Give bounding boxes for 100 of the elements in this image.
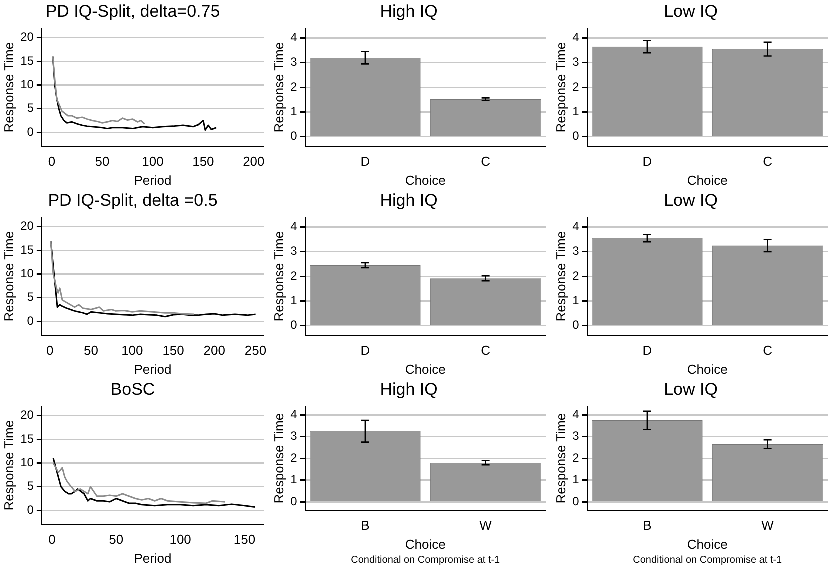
y-tick-label: 20 [20, 408, 34, 422]
chart-title: PD IQ-Split, delta =0.5 [48, 190, 218, 210]
y-tick-label: 5 [27, 101, 34, 116]
x-axis-title: Choice [687, 536, 728, 552]
y-axis-title: Response Time [271, 413, 286, 504]
x-tick-label: 0 [48, 532, 56, 548]
x-tick-label: C [763, 154, 773, 170]
y-tick-label: 1 [290, 472, 298, 487]
chart-title: Low IQ [664, 190, 718, 210]
y-tick-label: 2 [290, 80, 298, 94]
y-tick-label: 1 [572, 104, 580, 119]
x-tick-label: 150 [234, 532, 256, 548]
chart-title: PD IQ-Split, delta=0.75 [46, 2, 220, 21]
chart-title: Low IQ [664, 380, 718, 399]
y-tick-label: 4 [290, 220, 298, 234]
y-tick-label: 2 [572, 450, 580, 465]
y-tick-label: 10 [20, 266, 34, 281]
y-tick-label: 5 [27, 290, 34, 304]
y-tick-label: 0 [572, 318, 580, 332]
x-tick-label: W [480, 518, 493, 534]
y-tick-label: 4 [290, 407, 298, 422]
x-tick-label: 0 [46, 343, 54, 358]
y-tick-label: 0 [27, 314, 34, 328]
x-tick-label: 150 [162, 343, 184, 358]
x-tick-label: 150 [192, 154, 214, 170]
y-tick-label: 3 [572, 429, 580, 444]
x-tick-label: 100 [122, 343, 144, 358]
x-axis-title: Choice [687, 362, 728, 377]
y-tick-label: 20 [20, 30, 34, 44]
text: Conditional on Compromise at t-1 [633, 554, 783, 566]
x-axis-title: Choice [405, 362, 446, 377]
y-tick-label: 3 [572, 55, 580, 70]
x-tick-label: 50 [109, 532, 124, 548]
x-tick-label: B [361, 518, 370, 534]
x-axis-title: Period [134, 362, 172, 377]
y-axis-title: Response Time [1, 420, 16, 511]
y-tick-label: 4 [290, 30, 298, 45]
x-axis-title: Period [134, 550, 172, 566]
y-tick-label: 2 [572, 268, 580, 283]
y-tick-label: 1 [290, 294, 298, 308]
y-tick-label: 4 [572, 220, 580, 234]
y-tick-label: 2 [290, 450, 298, 465]
y-axis-title: Response Time [553, 231, 568, 322]
y-tick-label: 0 [290, 129, 298, 144]
x-tick-label: D [360, 343, 370, 358]
x-tick-label: D [642, 343, 652, 358]
x-tick-label: 200 [204, 343, 226, 358]
y-tick-label: 15 [20, 54, 34, 68]
y-tick-label: 10 [20, 78, 34, 92]
x-axis-title: Choice [405, 172, 446, 188]
y-axis-title: Response Time [271, 231, 286, 322]
y-tick-label: 3 [572, 244, 580, 258]
y-tick-label: 3 [290, 429, 298, 444]
y-axis-title: Response Time [1, 231, 16, 322]
x-tick-label: B [643, 518, 652, 534]
y-tick-label: 0 [290, 318, 298, 332]
y-tick-label: 15 [20, 432, 34, 446]
y-tick-label: 0 [572, 494, 580, 508]
y-tick-label: 1 [572, 294, 580, 308]
y-tick-label: 3 [290, 244, 298, 258]
x-tick-label: 0 [48, 154, 56, 170]
y-tick-label: 20 [20, 219, 34, 234]
y-tick-label: 0 [290, 494, 298, 508]
x-tick-label: 50 [95, 154, 110, 170]
x-tick-label: 250 [244, 343, 267, 358]
chart-title: Low IQ [664, 2, 718, 21]
x-tick-label: D [642, 154, 652, 170]
y-tick-label: 1 [572, 472, 580, 487]
text: Conditional on Compromise at t-1 [351, 554, 501, 566]
x-axis-title: Period [134, 172, 172, 188]
y-axis-title: Response Time [1, 42, 16, 133]
y-tick-label: 5 [27, 479, 34, 494]
y-tick-label: 2 [290, 268, 298, 283]
y-tick-label: 15 [20, 242, 34, 257]
chart-title: BoSC [110, 380, 156, 399]
y-tick-label: 1 [290, 104, 298, 119]
y-tick-label: 4 [572, 407, 580, 422]
y-axis-title: Response Time [271, 42, 286, 133]
y-tick-label: 4 [572, 30, 580, 45]
x-tick-label: C [763, 343, 773, 358]
y-tick-label: 3 [290, 55, 298, 70]
x-tick-label: 200 [243, 154, 265, 170]
chart-title: High IQ [380, 190, 438, 210]
x-axis-title: Choice [687, 172, 728, 188]
x-tick-label: 100 [142, 154, 164, 170]
x-tick-label: W [762, 518, 775, 534]
chart-title: High IQ [380, 380, 438, 399]
x-axis-title: Choice [405, 536, 446, 552]
x-tick-label: C [481, 343, 491, 358]
y-tick-label: 0 [27, 502, 34, 517]
y-tick-label: 10 [20, 456, 34, 470]
x-tick-label: 50 [84, 343, 99, 358]
y-tick-label: 0 [27, 124, 34, 139]
chart-title: High IQ [380, 2, 438, 21]
y-axis-title: Response Time [553, 413, 568, 504]
y-tick-label: 0 [572, 129, 580, 144]
y-tick-label: 2 [572, 80, 580, 94]
x-tick-label: C [481, 154, 491, 170]
y-axis-title: Response Time [553, 42, 568, 133]
x-tick-label: 100 [170, 532, 192, 548]
